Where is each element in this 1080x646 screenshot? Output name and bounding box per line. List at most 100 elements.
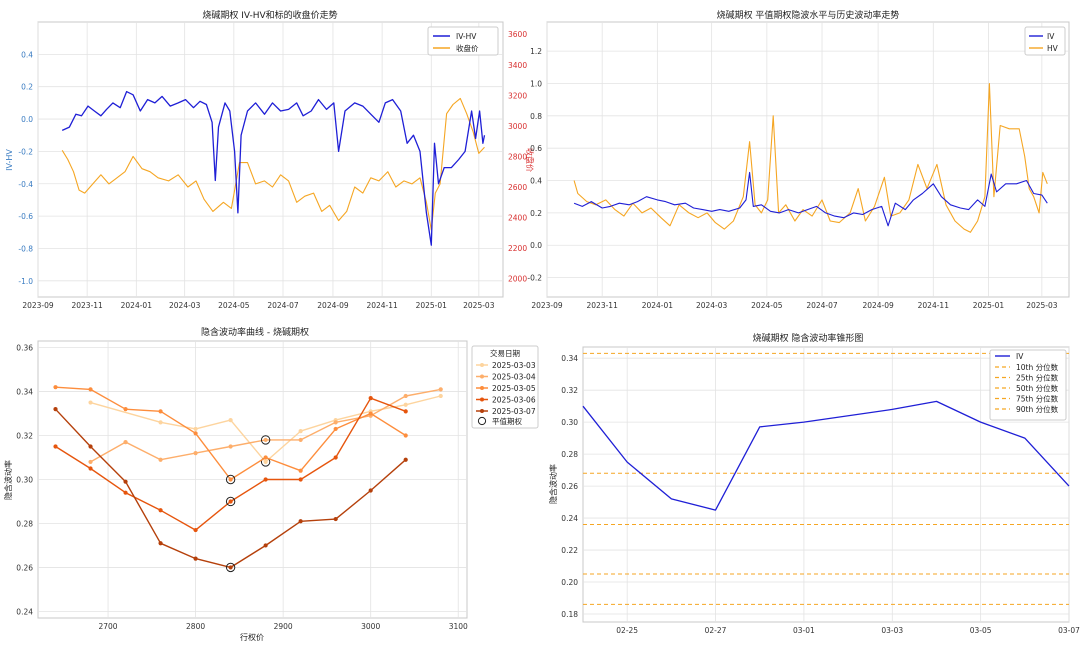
data-point [403,393,408,399]
y2-tick-label: 2000 [508,275,527,284]
legend-label: 2025-03-07 [492,407,536,416]
x-tick-label: 2024-03 [696,301,728,310]
data-point [403,433,408,438]
data-point [403,457,408,462]
x-tick-label: 2024-11 [366,301,398,310]
x-tick-label: 2025-01 [973,301,1005,310]
x-tick-label: 2025-03 [1026,301,1058,310]
atm-marker [260,435,271,445]
percentile-lines [583,352,1069,605]
y-tick-label: 0.2 [21,83,33,92]
y-tick-label: 0.34 [561,354,578,363]
data-point [438,387,443,392]
data-point [298,477,303,482]
legend-label: HV [1047,44,1059,53]
data-point [123,479,128,484]
data-point [158,508,163,513]
y-axis-label: 隐含波动率 [548,464,558,504]
data-point [333,516,338,522]
y-tick-label: 0.28 [561,450,578,459]
y-tick-label: 0.2 [530,209,542,218]
data-point [263,437,268,443]
data-point [88,466,93,471]
data-point [368,396,373,401]
y-tick-label: 0.0 [21,115,33,124]
legend: IV-HV 收盘价 [427,26,499,56]
y-tick-label: 1.2 [530,47,542,56]
plot-area [37,21,504,298]
x-tick-label: 2023-09 [22,301,54,310]
y-ticks: 0.36 0.34 0.32 0.30 0.28 0.26 0.24 [16,344,33,617]
y-tick-label: 0.6 [530,144,542,153]
data-point [53,385,58,390]
y2-tick-label: 3600 [508,30,527,39]
data-point [53,407,58,412]
x-tick-label: 2024-05 [218,301,250,310]
series-group [582,400,1070,511]
data-point [88,387,93,392]
x-tick-label: 2900 [274,622,293,631]
data-point [228,418,233,423]
data-point [123,440,128,445]
data-point [403,409,408,414]
x-tick-label: 2023-11 [587,301,619,310]
data-point [193,556,198,561]
data-point [263,543,268,548]
x-tick-label: 2024-01 [642,301,674,310]
x-tick-label: 2024-09 [317,301,349,310]
x-tick-label: 2024-11 [918,301,950,310]
plot-area [546,21,1070,298]
x-tick-label: 2024-09 [862,301,894,310]
y-tick-label: 0.4 [21,50,33,59]
data-point [228,477,233,482]
x-tick-label: 2024-07 [267,301,299,310]
legend-label: IV-HV [456,32,477,41]
y-tick-label: 0.24 [16,607,33,616]
x-tick-label: 2025-01 [416,301,448,310]
data-point [158,541,163,546]
data-point [298,429,303,434]
y-tick-label: 0.30 [561,418,578,427]
data-point [298,519,303,524]
data-point [333,420,338,425]
data-point [158,420,163,425]
y-tick-label: 0.32 [16,432,33,441]
y-tick-label: 1.0 [530,79,542,88]
y-axis-label: 隐含波动率 [3,460,13,500]
series-line-IV [582,400,1070,511]
chart-title: 烧碱期权 IV-HV和标的收盘价走势 [202,9,337,21]
data-point [123,490,128,495]
y-tick-label: -0.2 [527,274,542,283]
x-tick-label: 2024-07 [806,301,838,310]
y-tick-label: 0.32 [561,386,578,395]
legend-marker [480,386,484,390]
legend-marker [480,374,484,379]
x-tick-label: 2024-03 [169,301,201,310]
x-ticks: 2700 2800 2900 3000 3100 [98,622,468,631]
legend: 交易日期 2025-03-032025-03-042025-03-052025-… [471,345,539,429]
data-point [228,444,233,449]
x-tick-label: 2025-03 [463,301,495,310]
y-tick-label: 0.28 [16,519,33,528]
y-ticks: 0.34 0.32 0.30 0.28 0.26 0.24 0.22 0.20 0.18 [561,354,578,619]
x-tick-label: 2800 [186,622,205,631]
y-tick-label: 0.36 [16,344,33,353]
data-point [333,426,338,432]
data-point [193,527,198,533]
data-point [123,407,128,412]
y-axis-label: IV-HV [5,149,14,171]
series-line-IV [573,171,1048,227]
legend-label: IV [1047,32,1055,41]
legend-label: IV [1016,352,1024,361]
data-point [333,455,338,460]
x-tick-label: 3100 [449,622,468,631]
y-tick-label: 0.26 [16,563,33,572]
x-tick-label: 02-27 [705,626,727,635]
legend-marker [480,363,484,367]
panel-atm-iv-hv: 烧碱期权 平值期权隐波水平与历史波动率走势 2023-09 2023-11 2024… [527,9,1070,310]
series-group [61,90,486,246]
data-point [193,426,198,432]
legend-label: 2025-03-03 [492,361,536,370]
x-tick-label: 03-05 [970,626,992,635]
